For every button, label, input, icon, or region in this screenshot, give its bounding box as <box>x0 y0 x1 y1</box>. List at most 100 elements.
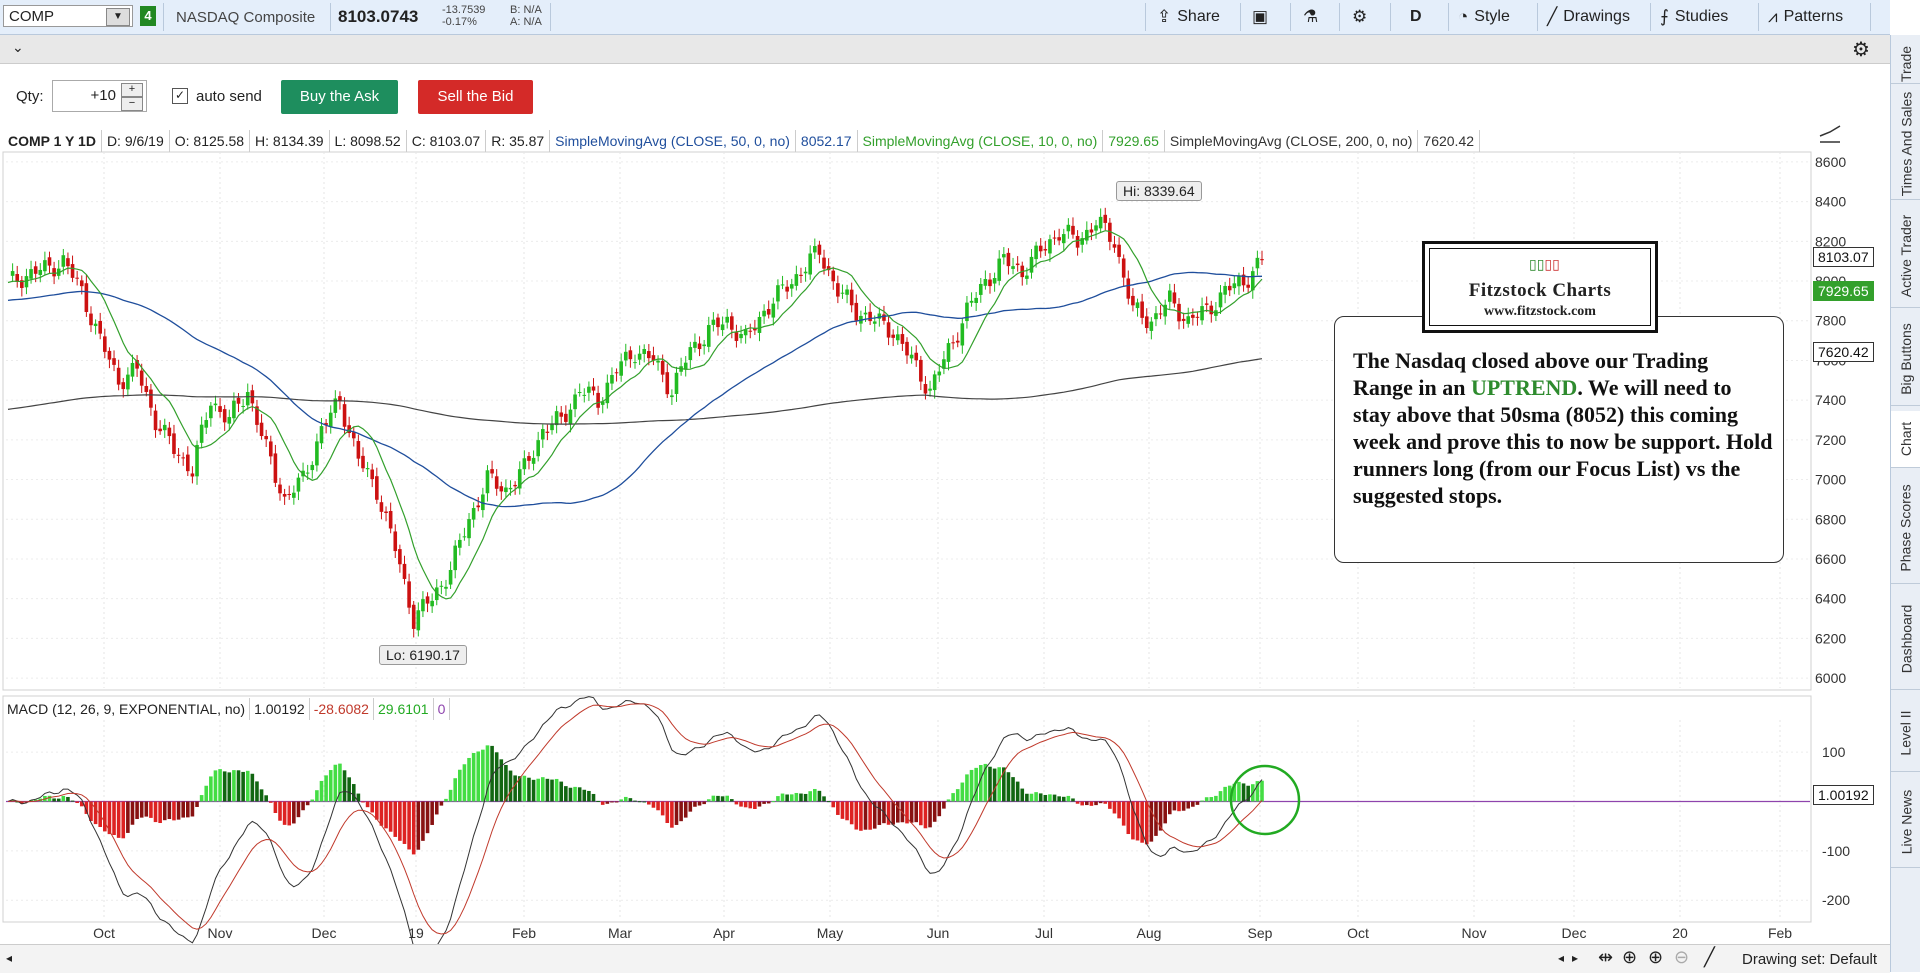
qty-increment-icon[interactable]: + <box>121 83 143 97</box>
sma200-label[interactable]: SimpleMovingAvg (CLOSE, 200, 0, no) <box>1165 130 1419 152</box>
candle-body <box>361 455 365 469</box>
zoom-in-icon[interactable]: ⊕ <box>1648 947 1664 967</box>
patterns-icon: ⩘ <box>1768 7 1778 26</box>
macd-histogram-bar <box>587 790 591 802</box>
sma10-price-tag: 7929.65 <box>1813 281 1874 301</box>
macd-label[interactable]: MACD (12, 26, 9, EXPONENTIAL, no) <box>3 698 251 720</box>
buy-the-ask-button[interactable]: Buy the Ask <box>281 80 398 114</box>
share-button[interactable]: ⇪ Share <box>1157 7 1220 26</box>
macd-histogram-bar <box>946 799 951 802</box>
macd-histogram-bar <box>1223 786 1227 802</box>
auto-send-checkbox[interactable]: ✓ <box>172 88 188 104</box>
macd-histogram-bar <box>167 801 172 820</box>
candle-body <box>1117 244 1121 257</box>
scroll-left-small-icon[interactable]: ◂ <box>1558 951 1565 965</box>
candle-body <box>149 389 153 408</box>
candle-body <box>199 424 204 443</box>
candle-body <box>955 340 960 343</box>
qty-input[interactable]: +10 + − <box>52 80 147 112</box>
macd-histogram-bar <box>1071 798 1075 802</box>
sma50-label[interactable]: SimpleMovingAvg (CLOSE, 50, 0, no) <box>550 130 796 152</box>
macd-histogram-bar <box>1191 801 1195 807</box>
candle-body <box>739 333 743 339</box>
x-tick-label: Oct <box>93 925 115 941</box>
macd-histogram-bar <box>186 801 190 818</box>
crosshair-icon[interactable]: ⊕ <box>1622 947 1638 967</box>
macd-histogram-bar <box>1015 781 1020 802</box>
macd-histogram-bar <box>623 796 628 802</box>
macd-histogram-bar <box>434 801 439 815</box>
candle-body <box>259 422 264 437</box>
symbol-input[interactable]: COMP ▼ <box>3 5 133 27</box>
macd-signal-line <box>7 703 1263 935</box>
candle-body <box>868 311 872 322</box>
side-tab-times-and-sales[interactable]: Times And Sales <box>1891 89 1920 200</box>
zoom-out-icon[interactable]: ⊖ <box>1674 947 1690 967</box>
collapse-chevron-icon[interactable]: ⌄ <box>12 39 24 55</box>
symbol-dropdown-icon[interactable]: ▼ <box>106 8 130 26</box>
candle-body <box>564 413 568 422</box>
macd-histogram-bar <box>176 801 181 820</box>
x-tick-label: 19 <box>408 925 424 941</box>
candle-body <box>840 292 845 294</box>
expand-icon[interactable]: ⇹ <box>1598 947 1614 967</box>
price-chart[interactable]: Oct Nov Dec 19 Feb Mar Apr May Jun Jul Aug Sep Oct No… <box>0 0 1890 944</box>
macd-histogram-bar <box>181 801 185 818</box>
macd-histogram-bar <box>854 801 859 830</box>
macd-histogram-bar <box>808 791 812 802</box>
drawing-line-icon[interactable]: ╱ <box>1704 947 1715 967</box>
candle-body <box>1098 216 1103 229</box>
candle-body <box>559 412 564 417</box>
candle-body <box>213 403 218 406</box>
candle-body <box>112 358 116 365</box>
style-button[interactable]: ◔ Style <box>1458 7 1510 26</box>
drawings-button[interactable]: ╱ Drawings <box>1547 7 1630 26</box>
annotation-box[interactable]: The Nasdaq closed above our Trading Rang… <box>1334 316 1784 563</box>
symbol-text: COMP <box>9 8 54 25</box>
macd-histogram-bar <box>997 767 1002 802</box>
flask-button[interactable]: ⚗ <box>1303 6 1318 28</box>
macd-histogram-bar <box>656 801 660 811</box>
side-tab-dashboard[interactable]: Dashboard <box>1891 589 1920 690</box>
alert-button[interactable]: ▣ <box>1252 6 1268 28</box>
side-tab-level-ii[interactable]: Level II <box>1891 695 1920 772</box>
macd-histogram-bar <box>144 801 149 817</box>
macd-histogram-bar <box>637 801 642 803</box>
patterns-button[interactable]: ⩘ Patterns <box>1768 7 1844 26</box>
side-tab-chart[interactable]: Chart <box>1891 411 1920 468</box>
side-tab-phase-scores[interactable]: Phase Scores <box>1891 473 1920 584</box>
macd-histogram-bar <box>1227 785 1232 802</box>
sma10-label[interactable]: SimpleMovingAvg (CLOSE, 10, 0, no) <box>858 130 1104 152</box>
divider <box>330 3 331 31</box>
side-tab-live-news[interactable]: Live News <box>1891 777 1920 868</box>
candle-body <box>734 332 739 341</box>
macd-histogram-bar <box>112 801 116 836</box>
candle-body <box>1154 313 1158 320</box>
sell-the-bid-button[interactable]: Sell the Bid <box>418 80 533 114</box>
studies-button[interactable]: ⨍ Studies <box>1660 7 1729 26</box>
candle-body <box>1126 278 1131 299</box>
drawing-set-label[interactable]: Drawing set: Default <box>1742 951 1878 968</box>
macd-histogram-bar <box>1200 800 1204 802</box>
period-button[interactable]: D <box>1410 8 1422 25</box>
candle-body <box>1135 302 1140 309</box>
x-tick-label: Nov <box>1462 925 1487 941</box>
macd-histogram-bar <box>895 801 900 823</box>
qty-decrement-icon[interactable]: − <box>121 97 143 111</box>
scroll-right-small-icon[interactable]: ▸ <box>1572 951 1579 965</box>
candle-body <box>1108 222 1112 242</box>
settings-button[interactable]: ⚙ <box>1352 6 1367 28</box>
side-tab-big-buttons[interactable]: Big Buttons <box>1891 313 1920 406</box>
x-tick-label: Jul <box>1035 925 1053 941</box>
macd-histogram-bar <box>651 801 656 808</box>
candle-body <box>582 394 587 396</box>
candle-body <box>932 374 937 391</box>
scroll-left-icon[interactable]: ◂ <box>6 951 13 965</box>
link-badge[interactable]: 4 <box>140 6 156 26</box>
macd-histogram-bar <box>826 801 831 803</box>
chart-settings-gear-icon[interactable]: ⚙ <box>1852 39 1870 61</box>
macd-histogram-bar <box>550 779 554 802</box>
macd-histogram-bar <box>319 780 324 802</box>
side-tab-trade[interactable]: Trade <box>1891 45 1920 84</box>
side-tab-active-trader[interactable]: Active Trader <box>1891 205 1920 308</box>
